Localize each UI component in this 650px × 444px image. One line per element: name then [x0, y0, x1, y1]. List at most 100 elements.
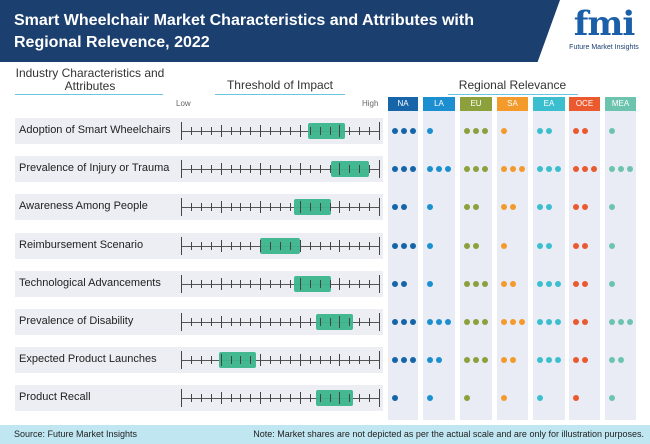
scale-tick — [250, 356, 252, 365]
row-label: Reimbursement Scenario — [19, 238, 144, 251]
scale-tick — [329, 318, 331, 326]
scale-tick — [369, 203, 371, 212]
relevance-dots-la — [427, 242, 433, 249]
impact-bar — [293, 199, 332, 216]
relevance-dot — [464, 280, 470, 287]
relevance-dot — [519, 319, 525, 325]
scale-tick — [339, 239, 341, 252]
relevance-dot — [464, 128, 470, 134]
relevance-dot — [482, 280, 488, 287]
scale-tick — [200, 127, 202, 135]
scale-tick — [309, 394, 311, 403]
relevance-dots-la — [427, 357, 442, 364]
relevance-dots-la — [427, 204, 433, 211]
table-row: Technological Advancements — [15, 270, 383, 297]
relevance-dot — [555, 357, 561, 364]
scale-tick — [349, 203, 351, 212]
scale-tick — [190, 203, 192, 212]
relevance-dot — [582, 242, 588, 249]
divider — [448, 94, 578, 95]
scale-tick — [329, 203, 331, 212]
footer: Source: Future Market Insights Note: Mar… — [0, 425, 650, 444]
relevance-dot — [445, 319, 451, 325]
scale-tick — [230, 318, 232, 326]
scale-tick — [319, 394, 321, 403]
relevance-dots-la — [427, 166, 451, 173]
scale-tick — [210, 279, 212, 288]
scale-tick — [289, 203, 291, 212]
scale-tick — [190, 279, 192, 288]
scale-tick — [379, 351, 380, 370]
scale-tick — [220, 316, 222, 328]
scale-tick — [349, 127, 351, 135]
scale-tick — [379, 198, 380, 217]
scale-tick — [369, 279, 371, 288]
relevance-dots-mea — [609, 280, 615, 287]
scale-tick — [349, 165, 351, 174]
relevance-dots-oce — [573, 319, 588, 325]
scale-tick — [299, 277, 301, 290]
relevance-dot — [473, 204, 479, 211]
scale-tick — [309, 318, 311, 326]
scale-tick — [240, 356, 242, 365]
relevance-dot — [392, 128, 398, 134]
relevance-dot — [546, 204, 552, 211]
relevance-dot — [618, 166, 624, 173]
scale-tick — [240, 127, 242, 135]
relevance-dot — [501, 204, 507, 211]
scale-tick — [220, 125, 222, 137]
scale-tick — [359, 127, 361, 135]
scale-tick — [240, 241, 242, 250]
scale-tick — [270, 279, 272, 288]
relevance-dot — [609, 280, 615, 287]
scale-tick — [289, 127, 291, 135]
relevance-dot — [464, 357, 470, 364]
logo-mark: fmi — [573, 4, 636, 44]
scale-tick — [299, 354, 301, 367]
scale-tick — [250, 279, 252, 288]
scale-tick — [289, 356, 291, 365]
relevance-dot — [537, 319, 543, 325]
region-column-la: LA — [423, 97, 455, 420]
relevance-dot — [392, 357, 398, 364]
relevance-dot — [501, 395, 507, 402]
scale-tick — [349, 279, 351, 288]
scale-tick — [379, 122, 380, 140]
scale-tick — [339, 125, 341, 137]
relevance-dot — [582, 357, 588, 364]
relevance-dot — [537, 128, 543, 134]
scale-tick — [289, 279, 291, 288]
relevance-dot — [445, 166, 451, 173]
scale-tick — [220, 163, 222, 176]
relevance-dots-na — [392, 128, 416, 134]
impact-scale — [181, 271, 380, 297]
relevance-dot — [473, 319, 479, 325]
relevance-dot — [464, 395, 470, 402]
relevance-dots-ea — [537, 242, 552, 249]
region-column-ea: EA — [533, 97, 565, 420]
relevance-dot — [546, 319, 552, 325]
scale-tick — [190, 356, 192, 365]
scale-tick — [260, 316, 262, 328]
relevance-dot — [473, 166, 479, 173]
scale-tick — [260, 354, 262, 367]
scale-tick — [181, 122, 182, 140]
scale-tick — [270, 318, 272, 326]
table-row: Adoption of Smart Wheelchairs — [15, 118, 383, 144]
scale-tick — [200, 203, 202, 212]
scale-tick — [240, 279, 242, 288]
relevance-dot — [609, 204, 615, 211]
relevance-dot — [482, 357, 488, 364]
relevance-dot — [482, 319, 488, 325]
impact-scale — [181, 156, 380, 182]
relevance-dots-eu — [464, 204, 479, 211]
relevance-dot — [537, 166, 543, 173]
relevance-dots-sa — [501, 242, 507, 249]
scale-tick — [181, 389, 182, 408]
scale-tick — [359, 394, 361, 403]
impact-bar — [218, 352, 257, 369]
scale-tick — [280, 318, 281, 326]
scale-tick — [200, 241, 202, 250]
table-row: Product Recall — [15, 385, 383, 412]
row-label: Product Recall — [19, 391, 91, 404]
